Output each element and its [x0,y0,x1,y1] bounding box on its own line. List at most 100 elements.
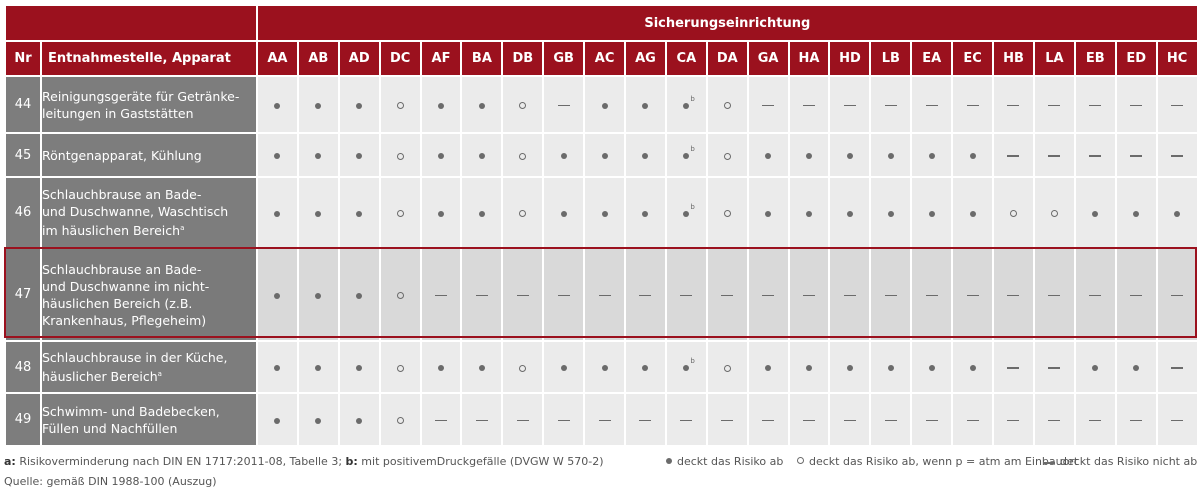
ring-icon [1050,210,1058,217]
row-name-line: und Duschwanne im nicht- [42,278,256,295]
dash-icon [1171,155,1184,157]
full-dot-icon: b [683,145,695,159]
cell-ba [462,178,502,247]
full-dot-icon [315,153,322,159]
full-dot-icon [438,102,444,109]
cell-ag [626,394,665,445]
cell-hd [830,394,870,445]
row-number: 45 [6,134,40,176]
cell-dc [380,134,420,176]
table-row: 49 Schwimm- und Badebecken, Füllen und Nac… [6,394,1197,445]
cell-ac [585,394,625,445]
cell-gb [544,178,584,247]
cell-ab [298,134,338,176]
full-dot-icon [560,210,567,217]
cell-hb [994,178,1033,247]
cell-ac [585,178,625,247]
dash-icon [721,419,734,422]
dash-icon [803,294,816,297]
cell-hc [1157,134,1197,176]
full-dot-icon [887,365,894,371]
cell-da [707,178,747,247]
full-dot-icon [478,153,485,159]
cell-hb [994,394,1033,445]
dash-icon [1171,419,1184,422]
dash-icon [721,294,734,297]
cell-ha [789,342,829,392]
dash-icon [435,419,447,422]
dash-icon [884,294,897,297]
cell-ed [1116,342,1156,392]
footnote-marker: b [690,145,695,153]
cell-ed [1116,178,1156,247]
col-header-ca: CA [666,42,706,75]
dash-icon [639,419,652,422]
table-row: 44 Reinigungsgeräte für Getränke-leitunge… [6,77,1197,132]
cell-af [421,178,461,247]
row-name: Röntgenapparat, Kühlung [42,134,256,176]
dash-icon [884,104,897,107]
ring-icon [723,152,731,160]
col-header-db: DB [503,42,543,75]
group-header-title: Sicherungseinrichtung [258,6,1197,40]
dash-icon [435,294,447,297]
full-dot-icon [765,210,772,217]
cell-gb [544,249,584,340]
cell-ga [748,394,788,445]
cell-ad [339,134,379,176]
dash-icon [925,104,938,107]
row-name-line: Röntgenapparat, Kühlung [42,147,256,164]
cell-dc [380,342,420,392]
cell-ea [912,77,952,132]
col-header-ea: EA [912,42,952,75]
col-header-ad: AD [339,42,379,75]
full-dot-icon [274,210,281,217]
dash-icon [762,104,775,107]
dash-icon [516,294,529,297]
cell-ac [585,342,625,392]
cell-ad [339,178,379,247]
dash-icon [966,294,979,297]
cell-ea [912,249,952,340]
dash-icon [1048,294,1061,297]
row-name-text: und Duschwanne im nicht- [42,278,210,294]
cell-la [1034,178,1074,247]
dash-icon [475,294,488,297]
full-dot-icon [601,153,608,159]
footnote-marker: a [157,369,162,378]
row-name-text: Schlauchbrause an Bade- [42,261,202,277]
dash-icon [1130,419,1143,422]
cell-db [503,249,543,340]
dash-icon [598,294,611,297]
footnote-marker: a [180,223,185,232]
row-number: 48 [6,342,40,392]
ring-icon [519,364,527,372]
row-number: 47 [6,249,40,340]
dash-icon [557,104,570,107]
cell-ba [462,394,502,445]
cell-gb [544,134,584,176]
cell-hd [830,342,870,392]
dash-icon [1130,104,1143,107]
row-name: Schlauchbrause an Bade-und Duschwanne im… [42,249,256,340]
row-name-line: Schlauchbrause in der Küche, [42,349,256,366]
dash-icon [680,419,693,422]
cell-ga [748,342,788,392]
row-name-line: Schlauchbrause an Bade- [42,261,256,278]
table-row: 47 Schlauchbrause an Bade-und Duschwanne … [6,249,1197,340]
cell-aa [258,342,297,392]
cell-dc [380,249,420,340]
cell-ba [462,249,502,340]
ring-icon [723,364,731,372]
dash-icon [843,104,856,107]
cell-ad [339,342,379,392]
col-header-ab: AB [298,42,338,75]
cell-ag [626,342,665,392]
cell-hc [1157,249,1197,340]
cell-ec [953,77,993,132]
cell-ga [748,249,788,340]
dash-icon [1089,155,1102,157]
col-header-ga: GA [748,42,788,75]
row-number: 46 [6,178,40,247]
cell-db [503,342,543,392]
